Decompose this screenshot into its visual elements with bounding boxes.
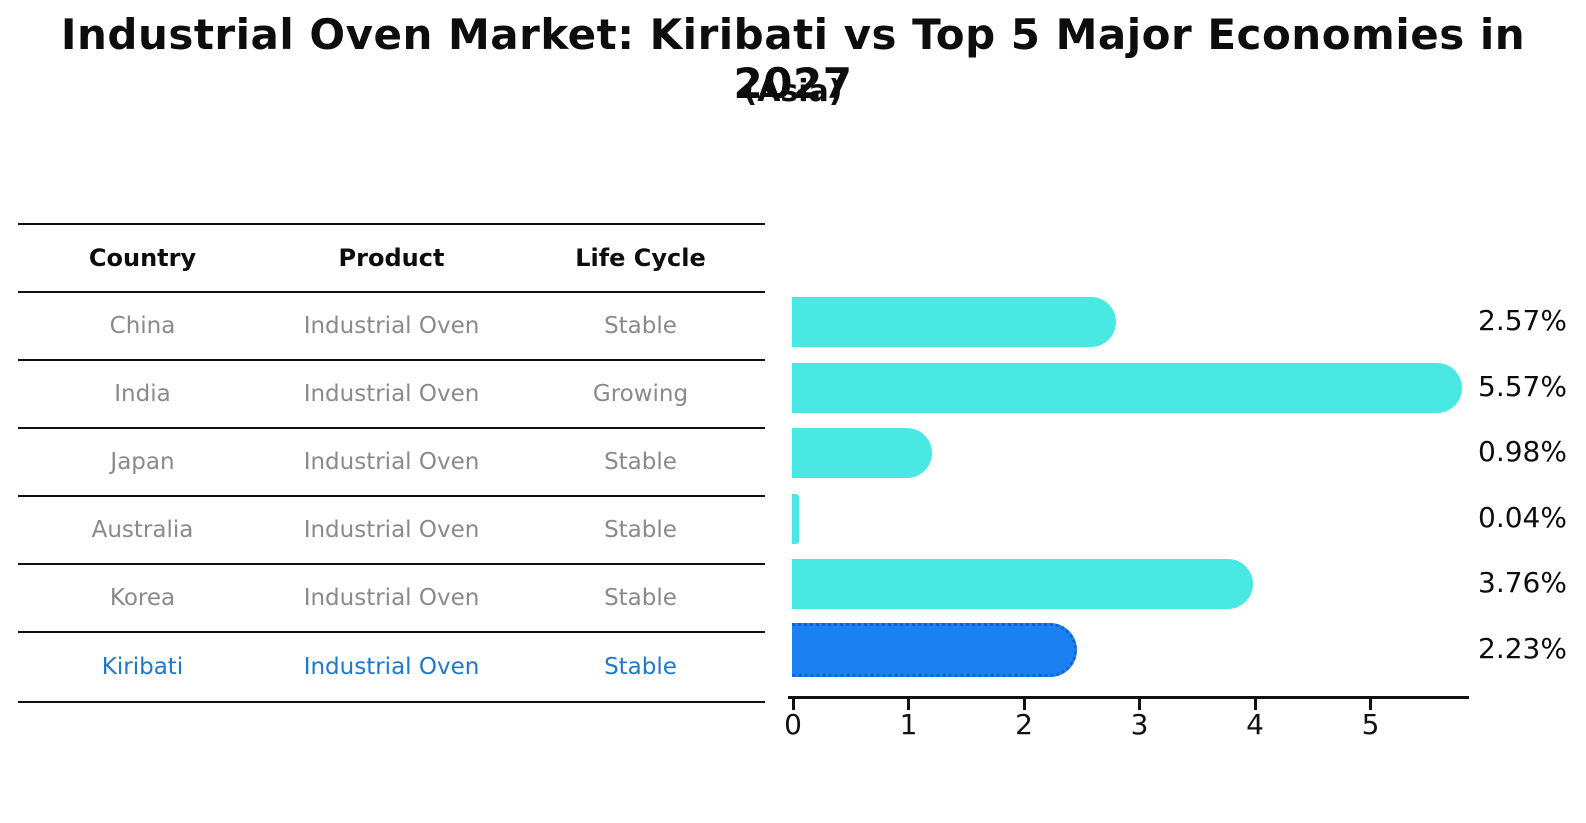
table-row-australia: Australia Industrial Oven Stable xyxy=(18,495,765,563)
x-tick-label-4: 4 xyxy=(1246,708,1264,741)
cell-country: China xyxy=(109,313,176,339)
cell-product: Industrial Oven xyxy=(303,449,480,475)
value-label-kiribati: 2.23% xyxy=(1478,632,1567,665)
value-label-australia: 0.04% xyxy=(1478,500,1567,534)
x-tick-mark-4 xyxy=(1253,699,1257,710)
x-tick-label-1: 1 xyxy=(899,708,918,741)
x-tick-mark-0 xyxy=(791,699,795,710)
cell-life-cycle: Stable xyxy=(604,517,677,543)
header-country: Country xyxy=(88,244,197,272)
bar-kiribati xyxy=(792,623,1077,677)
cell-product: Industrial Oven xyxy=(303,381,480,407)
x-axis-line xyxy=(788,696,1469,699)
x-tick-mark-2 xyxy=(1022,699,1026,710)
cell-life-cycle: Stable xyxy=(604,585,677,611)
x-tick-mark-5 xyxy=(1369,699,1372,710)
bar-australia xyxy=(792,493,799,544)
bar-japan xyxy=(792,428,933,479)
page-subtitle: (Asia) xyxy=(743,74,843,109)
x-tick-mark-3 xyxy=(1138,699,1141,710)
cell-life-cycle: Stable xyxy=(604,654,677,680)
cell-country: Australia xyxy=(91,517,194,543)
cell-country: India xyxy=(114,381,171,407)
cell-life-cycle: Stable xyxy=(604,313,677,339)
cell-life-cycle: Growing xyxy=(592,381,689,407)
page-title: Industrial Oven Market: Kiribati vs Top … xyxy=(60,10,1526,108)
x-tick-label-2: 2 xyxy=(1015,708,1033,741)
table-header-row: Country Product Life Cycle xyxy=(18,223,765,291)
cell-product: Industrial Oven xyxy=(303,585,480,611)
bar-korea xyxy=(792,559,1254,610)
table-row-kiribati: Kiribati Industrial Oven Stable xyxy=(18,631,765,703)
table-row-india: India Industrial Oven Growing xyxy=(18,359,765,427)
value-label-india: 5.57% xyxy=(1478,369,1567,403)
bar-india xyxy=(792,362,1463,413)
x-tick-label-0: 0 xyxy=(784,708,802,741)
value-label-korea: 3.76% xyxy=(1478,566,1567,600)
table-body: China Industrial Oven Stable India Industria… xyxy=(18,291,765,703)
header-product: Product xyxy=(338,244,445,272)
value-label-japan: 0.98% xyxy=(1478,435,1567,469)
table-row-korea: Korea Industrial Oven Stable xyxy=(18,563,765,631)
x-tick-label-3: 3 xyxy=(1130,708,1149,741)
table-row-china: China Industrial Oven Stable xyxy=(18,291,765,359)
cell-country: Kiribati xyxy=(101,654,184,680)
cell-product: Industrial Oven xyxy=(303,313,480,339)
header-life-cycle: Life Cycle xyxy=(575,244,706,272)
table-row-japan: Japan Industrial Oven Stable xyxy=(18,427,765,495)
cell-life-cycle: Stable xyxy=(604,449,677,475)
country-table: Country Product Life Cycle China Industri… xyxy=(18,223,765,703)
cell-country: Korea xyxy=(109,585,176,611)
cell-product: Industrial Oven xyxy=(303,654,480,680)
x-tick-mark-1 xyxy=(907,699,910,710)
cell-country: Japan xyxy=(110,449,175,475)
value-label-china: 2.57% xyxy=(1478,304,1567,337)
cell-product: Industrial Oven xyxy=(303,517,480,543)
x-tick-label-5: 5 xyxy=(1361,708,1380,741)
bar-china xyxy=(792,297,1116,347)
